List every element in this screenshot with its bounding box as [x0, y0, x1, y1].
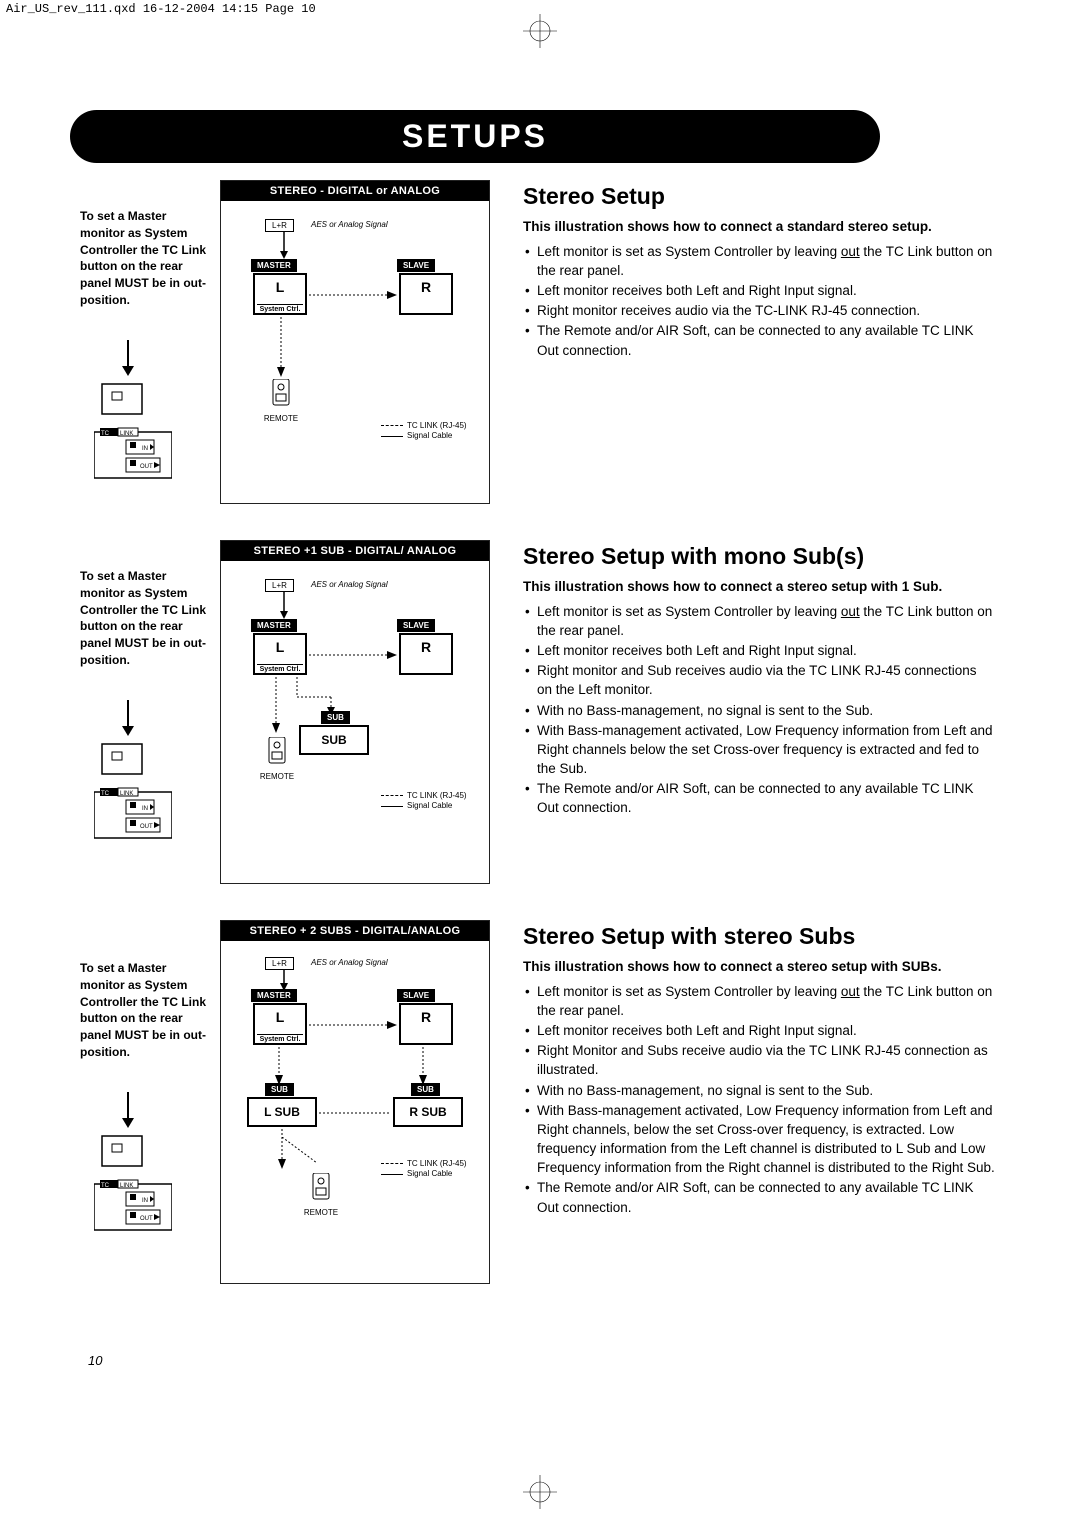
- diagram-header: STEREO - DIGITAL or ANALOG: [221, 181, 489, 201]
- bullet-list: Left monitor is set as System Controller…: [523, 982, 995, 1217]
- bullet-item: Right monitor and Sub receives audio via…: [523, 661, 995, 699]
- diagram-header: STEREO +1 SUB - DIGITAL/ ANALOG: [221, 541, 489, 561]
- content: To set a Master monitor as System Contro…: [80, 180, 995, 1320]
- svg-text:LINK: LINK: [120, 791, 133, 797]
- svg-text:IN: IN: [142, 446, 148, 452]
- right-speaker: R: [399, 633, 453, 675]
- master-tag: MASTER: [251, 619, 297, 632]
- section-stereo-mono-sub: To set a Master monitor as System Contro…: [80, 540, 995, 884]
- print-header: Air_US_rev_111.qxd 16-12-2004 14:15 Page…: [0, 0, 322, 18]
- master-tag: MASTER: [251, 989, 297, 1002]
- left-speaker: LSystem Ctrl.: [253, 1003, 307, 1045]
- bullet-item: Left monitor is set as System Controller…: [523, 982, 995, 1020]
- tc-link-line-icon: [309, 1021, 397, 1029]
- right-speaker: R: [399, 1003, 453, 1045]
- aes-label: AES or Analog Signal: [311, 958, 388, 967]
- section-subtitle: This illustration shows how to connect a…: [523, 217, 995, 236]
- tc-link-line-icon: [309, 651, 397, 659]
- right-speaker: R: [399, 273, 453, 315]
- section-title: Stereo Setup: [523, 180, 995, 213]
- bullet-item: With Bass-management activated, Low Freq…: [523, 1101, 995, 1178]
- tc-link-panel-icon: TC LINK IN OUT: [94, 740, 172, 845]
- left-speaker: LSystem Ctrl.: [253, 633, 307, 675]
- page-number: 10: [88, 1353, 102, 1368]
- diagram-header: STEREO + 2 SUBS - DIGITAL/ANALOG: [221, 921, 489, 941]
- diagram-stereo-subs: STEREO + 2 SUBS - DIGITAL/ANALOG L+R AES…: [220, 920, 490, 1284]
- page-title-banner: SETUPS: [70, 110, 880, 163]
- remote-link-icon: [276, 317, 286, 377]
- links-icon: [273, 1047, 433, 1085]
- aes-label: AES or Analog Signal: [311, 580, 388, 589]
- section-subtitle: This illustration shows how to connect a…: [523, 577, 995, 596]
- svg-text:TC: TC: [101, 431, 110, 437]
- tc-link-line-icon: [309, 291, 397, 299]
- crop-mark-bottom: [523, 1475, 557, 1514]
- svg-text:LINK: LINK: [120, 1183, 133, 1189]
- svg-text:OUT: OUT: [140, 1216, 153, 1222]
- section-subtitle: This illustration shows how to connect a…: [523, 957, 995, 976]
- signal-arrow-icon: [279, 969, 289, 991]
- bullet-item: Left monitor is set as System Controller…: [523, 242, 995, 280]
- remote-branch-icon: [277, 1137, 317, 1175]
- svg-text:IN: IN: [142, 806, 148, 812]
- legend: TC LINK (RJ-45) Signal Cable: [381, 421, 467, 442]
- bullet-list: Left monitor is set as System Controller…: [523, 602, 995, 818]
- slave-tag: SLAVE: [397, 259, 435, 272]
- diagram-stereo: STEREO - DIGITAL or ANALOG L+R AES or An…: [220, 180, 490, 504]
- sub-tag: SUB: [411, 1083, 440, 1096]
- bullet-item: The Remote and/or AIR Soft, can be conne…: [523, 779, 995, 817]
- bullet-item: Left monitor receives both Left and Righ…: [523, 641, 995, 660]
- sub-tag: SUB: [265, 1083, 294, 1096]
- crop-mark-top: [523, 14, 557, 53]
- arrow-down-icon: [120, 1092, 136, 1128]
- r-sub-speaker: R SUB: [393, 1097, 463, 1127]
- bullet-item: Right monitor receives audio via the TC-…: [523, 301, 995, 320]
- remote-icon: REMOTE: [301, 1173, 341, 1217]
- signal-arrow-icon: [279, 231, 289, 259]
- bullet-item: The Remote and/or AIR Soft, can be conne…: [523, 321, 995, 359]
- bullet-item: With no Bass-management, no signal is se…: [523, 1081, 995, 1100]
- bullet-item: With no Bass-management, no signal is se…: [523, 701, 995, 720]
- remote-icon: REMOTE: [261, 379, 301, 423]
- legend: TC LINK (RJ-45) Signal Cable: [381, 791, 467, 812]
- bullet-item: Left monitor receives both Left and Righ…: [523, 281, 995, 300]
- bullet-item: With Bass-management activated, Low Freq…: [523, 721, 995, 778]
- master-note-text: To set a Master monitor as System Contro…: [80, 920, 210, 1061]
- remote-icon: REMOTE: [257, 737, 297, 781]
- sub-speaker: SUB: [299, 725, 369, 755]
- arrow-down-icon: [120, 340, 136, 376]
- bullet-list: Left monitor is set as System Controller…: [523, 242, 995, 360]
- tc-link-panel-icon: TC LINK IN OUT: [94, 1132, 172, 1237]
- sub-tag: SUB: [321, 711, 350, 724]
- l-sub-speaker: L SUB: [247, 1097, 317, 1127]
- sub-link-icon: [319, 1109, 391, 1117]
- arrow-down-icon: [120, 700, 136, 736]
- slave-tag: SLAVE: [397, 619, 435, 632]
- legend: TC LINK (RJ-45) Signal Cable: [381, 1159, 467, 1180]
- svg-text:OUT: OUT: [140, 464, 153, 470]
- master-note-text: To set a Master monitor as System Contro…: [80, 180, 210, 309]
- svg-text:LINK: LINK: [120, 431, 133, 437]
- master-note-text: To set a Master monitor as System Contro…: [80, 540, 210, 669]
- section-title: Stereo Setup with stereo Subs: [523, 920, 995, 953]
- aes-label: AES or Analog Signal: [311, 220, 388, 229]
- left-speaker: LSystem Ctrl.: [253, 273, 307, 315]
- svg-text:IN: IN: [142, 1198, 148, 1204]
- section-title: Stereo Setup with mono Sub(s): [523, 540, 995, 573]
- svg-text:OUT: OUT: [140, 824, 153, 830]
- svg-text:TC: TC: [101, 791, 110, 797]
- master-tag: MASTER: [251, 259, 297, 272]
- bullet-item: Right Monitor and Subs receive audio via…: [523, 1041, 995, 1079]
- page-title: SETUPS: [70, 110, 880, 163]
- tc-link-panel-icon: TC LINK IN OUT: [94, 380, 172, 485]
- svg-text:TC: TC: [101, 1183, 110, 1189]
- signal-arrow-icon: [279, 591, 289, 619]
- slave-tag: SLAVE: [397, 989, 435, 1002]
- section-stereo-stereo-subs: To set a Master monitor as System Contro…: [80, 920, 995, 1284]
- bullet-item: The Remote and/or AIR Soft, can be conne…: [523, 1178, 995, 1216]
- diagram-mono-sub: STEREO +1 SUB - DIGITAL/ ANALOG L+R AES …: [220, 540, 490, 884]
- bullet-item: Left monitor receives both Left and Righ…: [523, 1021, 995, 1040]
- section-stereo: To set a Master monitor as System Contro…: [80, 180, 995, 504]
- bullet-item: Left monitor is set as System Controller…: [523, 602, 995, 640]
